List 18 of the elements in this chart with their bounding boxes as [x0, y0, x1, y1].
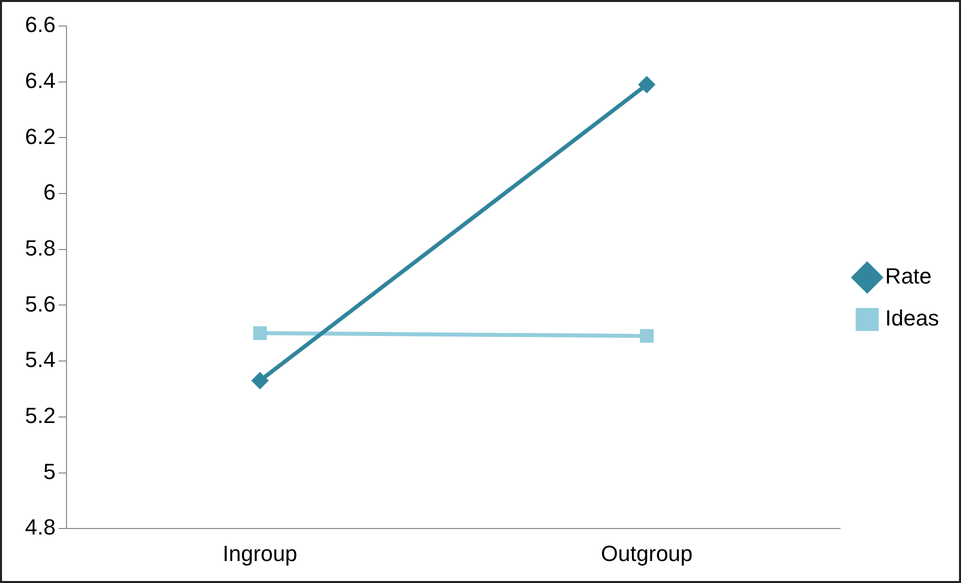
point [640, 329, 654, 343]
y-tick-label: 5.2 [24, 402, 56, 428]
y-tick-label: 5 [43, 458, 56, 484]
y-tick-label: 5.4 [24, 347, 56, 372]
legend-label: Ideas [885, 306, 940, 331]
point [251, 372, 268, 390]
y-tick-label: 6.4 [24, 68, 56, 93]
y-tick-label: 4.8 [24, 514, 56, 540]
x-tick-label: Ingroup [222, 540, 298, 566]
point [253, 326, 267, 340]
y-tick-label: 6.6 [24, 12, 56, 38]
y-tick-label: 5.6 [24, 291, 56, 316]
legend-label: Rate [885, 264, 932, 289]
y-tick-label: 6 [43, 180, 56, 205]
y-tick-label: 6.2 [24, 124, 56, 149]
y-tick-label: 5.8 [24, 235, 56, 260]
point [638, 76, 656, 94]
x-tick-label: Outgroup [600, 540, 693, 566]
